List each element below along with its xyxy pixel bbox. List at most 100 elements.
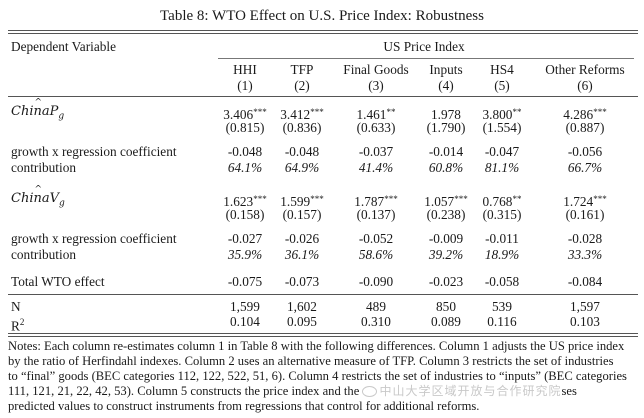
column-header-name: Inputs [429, 62, 463, 77]
top-rule-2 [8, 33, 638, 34]
coefficient-cell-value: 0.768 [482, 194, 513, 209]
n-cell: 1,597 [545, 299, 625, 315]
coefficient-cell: 3.800** [462, 104, 542, 123]
coefficient-cell: 1.978 [406, 104, 486, 123]
standard-error-cell: (0.315) [462, 207, 542, 223]
notes-line: predicted values to construct instrument… [8, 399, 480, 413]
growth-cell: -0.052 [336, 231, 416, 247]
coefficient-cell-value: 3.800 [482, 107, 513, 122]
standard-error-cell-value: (0.315) [482, 207, 522, 222]
contribution-cell: 41.4% [336, 160, 416, 176]
contribution-cell-value: 60.8% [428, 160, 464, 175]
growth-cell: -0.048 [262, 144, 342, 160]
var-letter: P [49, 104, 59, 119]
group-underline [218, 58, 634, 59]
contribution-cell-value: 81.1% [484, 160, 520, 175]
coefficient-cell-value: 1.057 [424, 194, 455, 209]
growth-cell-value: -0.037 [358, 144, 394, 159]
n-cell-value: 1,602 [287, 299, 317, 314]
r2-cell: 0.089 [406, 314, 486, 330]
contribution-cell: 81.1% [462, 160, 542, 176]
watermark: 中山大学区域开放与合作研究院 [362, 384, 561, 398]
coefficient-cell: 1.599*** [262, 191, 342, 210]
coefficient-cell-value: 1.461 [356, 107, 387, 122]
r2-label: R2 [11, 314, 24, 334]
total-cell: -0.073 [262, 274, 342, 290]
growth-cell-value: -0.052 [358, 231, 394, 246]
growth-label-v: growth x regression coefficient [11, 231, 177, 246]
coefficient-cell-value: 1.724 [563, 194, 594, 209]
top-rule [8, 30, 638, 31]
column-header-number: (6) [577, 78, 593, 93]
group-header: US Price Index [383, 39, 465, 54]
coefficient-cell: 1.724*** [545, 191, 625, 210]
contribution-cell-value: 64.9% [284, 160, 320, 175]
n-cell-value: 850 [436, 299, 456, 314]
watermark-text: 中山大学区域开放与合作研究院 [379, 384, 562, 398]
significance-stars: *** [593, 194, 607, 204]
n-label: N [11, 299, 21, 314]
coefficient-cell: 1.623*** [205, 191, 285, 210]
total-cell: -0.058 [462, 274, 542, 290]
r2-cell-value: 0.116 [487, 314, 517, 329]
n-cell: 1,599 [205, 299, 285, 315]
total-cell: -0.084 [545, 274, 625, 290]
growth-cell-value: -0.011 [485, 231, 519, 246]
n-cell: 850 [406, 299, 486, 315]
table-title: Table 8: WTO Effect on U.S. Price Index:… [160, 8, 484, 24]
n-cell-value: 1,597 [570, 299, 600, 314]
growth-cell-value: -0.048 [227, 144, 263, 159]
standard-error-cell-value: (0.836) [282, 120, 322, 135]
growth-cell: -0.037 [336, 144, 416, 160]
n-cell: 1,602 [262, 299, 342, 315]
column-header-name: HS4 [490, 62, 514, 77]
growth-cell-value: -0.026 [284, 231, 320, 246]
column-header-name: Final Goods [343, 62, 409, 77]
standard-error-cell: (1.790) [406, 120, 486, 136]
significance-stars: *** [253, 107, 267, 117]
contribution-cell: 39.2% [406, 247, 486, 263]
contribution-cell-value: 41.4% [358, 160, 394, 175]
coefficient-cell-value: 1.599 [280, 194, 311, 209]
r2-sup: 2 [19, 317, 25, 327]
significance-stars: ** [512, 107, 522, 117]
china-v-variable: ChinaVg [11, 191, 65, 212]
coefficient-cell-value: 1.978 [431, 107, 461, 122]
standard-error-cell: (0.158) [205, 207, 285, 223]
column-header-name: HHI [233, 62, 257, 77]
r2-cell: 0.310 [336, 314, 416, 330]
var-base: China [11, 191, 50, 206]
standard-error-cell: (0.161) [545, 207, 625, 223]
n-cell-value: 539 [492, 299, 512, 314]
notes-line: 111, 121, 21, 22, 42, 53). Column 5 cons… [8, 384, 640, 399]
contribution-cell-value: 36.1% [284, 247, 320, 262]
standard-error-cell-value: (0.161) [565, 207, 605, 222]
r2-cell-value: 0.104 [230, 314, 260, 329]
growth-cell-value: -0.048 [284, 144, 320, 159]
growth-cell: -0.027 [205, 231, 285, 247]
total-cell: -0.075 [205, 274, 285, 290]
notes-line-start: 111, 121, 21, 22, 42, 53). Column 5 cons… [8, 384, 360, 398]
column-header-number: (1) [237, 78, 253, 93]
header-bottom-rule [8, 96, 638, 97]
contribution-cell: 66.7% [545, 160, 625, 176]
growth-cell-value: -0.009 [428, 231, 464, 246]
contribution-label-v: contribution [11, 247, 76, 262]
coefficient-cell: 1.461** [336, 104, 416, 123]
r2-cell: 0.103 [545, 314, 625, 330]
growth-cell: -0.047 [462, 144, 542, 160]
r2-cell: 0.095 [262, 314, 342, 330]
total-cell-value: -0.084 [567, 274, 603, 289]
contribution-cell: 58.6% [336, 247, 416, 263]
contribution-cell-value: 35.9% [227, 247, 263, 262]
growth-cell: -0.009 [406, 231, 486, 247]
standard-error-cell-value: (0.158) [225, 207, 265, 222]
r2-cell: 0.104 [205, 314, 285, 330]
column-header-number: (4) [438, 78, 454, 93]
coefficient-cell: 3.412*** [262, 104, 342, 123]
notes-line: to “final” goods (BEC categories 112, 12… [8, 369, 627, 383]
r2-cell: 0.116 [462, 314, 542, 330]
var-sub: g [59, 198, 65, 209]
significance-stars: *** [310, 194, 324, 204]
column-header-number: (2) [294, 78, 310, 93]
